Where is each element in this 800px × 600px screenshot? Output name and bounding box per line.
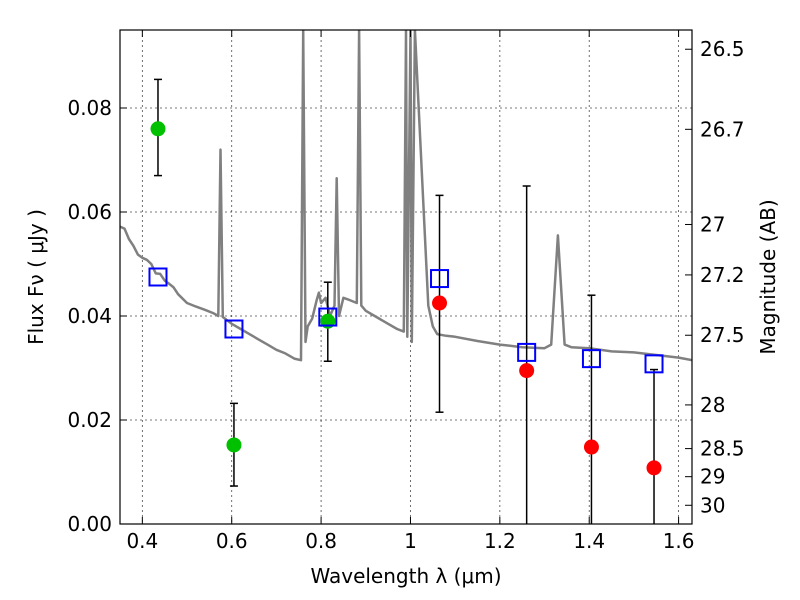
right-tick-label: 27.5 bbox=[700, 323, 745, 347]
data-markers bbox=[148, 121, 664, 476]
right-tick-label: 27 bbox=[700, 212, 725, 236]
y-tick-label: 0.08 bbox=[67, 96, 112, 120]
y-tick-label: 0.04 bbox=[67, 304, 112, 328]
y-axis-title: Flux Fν ( μJy ) bbox=[24, 209, 48, 345]
right-axis-ticks: 26.5 26.7 27 27.2 27.5 28 28.5 29 30 bbox=[685, 37, 745, 517]
model-point bbox=[224, 319, 244, 339]
data-point bbox=[646, 460, 662, 476]
x-tick-label: 1 bbox=[404, 529, 417, 553]
model-point bbox=[148, 267, 168, 287]
data-point bbox=[519, 363, 535, 379]
data-point bbox=[583, 439, 599, 455]
right-tick-label: 28 bbox=[700, 393, 725, 417]
right-tick-label: 26.7 bbox=[700, 117, 745, 141]
right-axis-title: Magnitude (AB) bbox=[756, 199, 780, 354]
model-point bbox=[644, 354, 664, 374]
right-tick-label: 29 bbox=[700, 465, 725, 489]
model-point bbox=[318, 307, 338, 327]
model-point bbox=[581, 349, 601, 369]
data-point bbox=[226, 437, 242, 453]
data-point bbox=[150, 121, 166, 137]
x-tick-label: 0.4 bbox=[126, 529, 158, 553]
model-point bbox=[517, 342, 537, 362]
x-tick-label: 1.4 bbox=[573, 529, 605, 553]
plot-frame bbox=[119, 29, 693, 525]
y-tick-label: 0.06 bbox=[67, 200, 112, 224]
x-tick-label: 1.2 bbox=[484, 529, 516, 553]
right-tick-label: 26.5 bbox=[700, 37, 745, 61]
y-tick-label: 0.00 bbox=[67, 512, 112, 536]
y-tick-label: 0.02 bbox=[67, 408, 112, 432]
data-point bbox=[432, 295, 448, 311]
x-axis-title: Wavelength λ (μm) bbox=[310, 564, 501, 588]
y-axis-ticks: 0.00 0.02 0.04 0.06 0.08 bbox=[67, 96, 127, 536]
x-axis-ticks: 0.4 0.6 0.8 1 1.2 1.4 1.6 bbox=[126, 30, 695, 553]
right-tick-label: 28.5 bbox=[700, 437, 745, 461]
x-tick-label: 0.8 bbox=[305, 529, 337, 553]
x-tick-label: 0.6 bbox=[216, 529, 248, 553]
right-tick-label: 27.2 bbox=[700, 263, 745, 287]
right-tick-label: 30 bbox=[700, 493, 725, 517]
model-point bbox=[430, 269, 450, 289]
x-tick-label: 1.6 bbox=[663, 529, 695, 553]
